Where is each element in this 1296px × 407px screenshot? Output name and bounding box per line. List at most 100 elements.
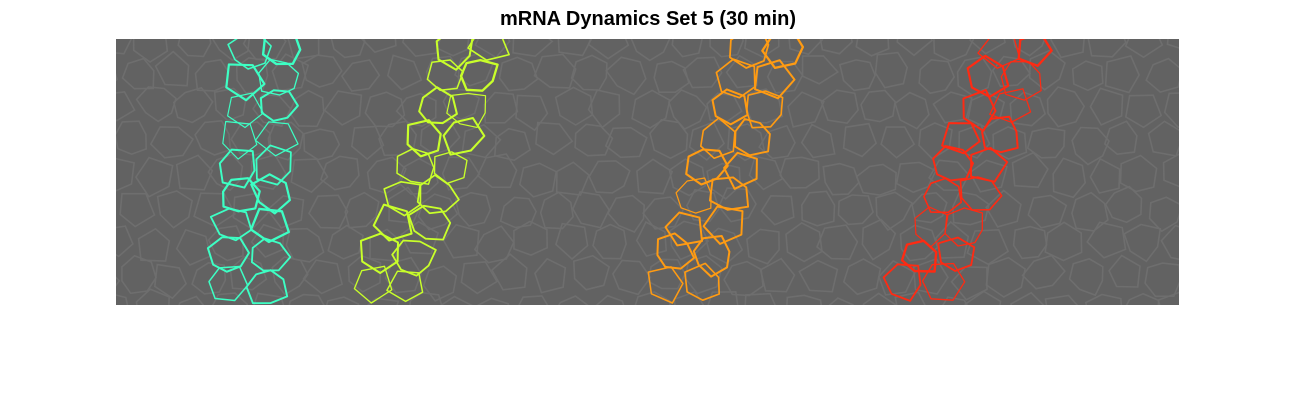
highlighted-cell [435,39,474,71]
background-cell [235,57,269,94]
highlighted-cell [396,147,435,185]
background-cell [635,221,668,258]
red-cell-stripe [882,39,1053,302]
background-cell [137,227,171,262]
background-cell [1052,157,1087,199]
highlighted-cell [255,144,292,186]
background-cell [748,155,784,191]
background-cell [816,224,859,260]
background-cell [441,156,481,191]
background-cell [476,297,510,305]
background-cell [156,190,193,229]
background-cell [177,39,212,58]
highlighted-cell [937,236,976,272]
background-cell [191,261,227,295]
background-cell [956,56,993,97]
background-cell [476,153,518,189]
background-cell [671,39,703,58]
background-cell [1044,294,1079,305]
background-cell [574,123,614,157]
background-cell [587,89,621,129]
background-cell [330,39,366,59]
background-cell [588,160,631,194]
background-cell [985,256,1026,298]
background-cell [399,220,440,255]
background-cell [1160,224,1179,261]
background-cell [1104,185,1143,224]
background-cell [788,39,824,56]
highlighted-cell [359,232,399,274]
background-cell [717,187,757,223]
highlighted-cell [446,92,487,128]
background-cell [515,94,549,132]
background-cell [941,296,968,305]
background-cell [709,39,744,58]
background-cell [360,39,397,54]
background-cell [1162,153,1179,188]
background-cell [895,161,937,194]
background-cell [1108,254,1141,288]
background-cell [388,186,423,224]
background-cell [607,194,646,233]
background-cell [861,218,897,261]
background-cell [554,86,594,126]
background-cell [116,276,121,287]
background-cell [668,158,707,197]
background-cell [1087,39,1127,58]
background-cell [760,194,795,226]
highlighted-cell [989,88,1032,123]
background-cell [875,191,914,232]
background-cell [232,192,270,231]
highlighted-cell [406,119,442,158]
background-cell [1148,196,1179,233]
background-cell [1147,120,1179,157]
background-cell [704,227,744,265]
highlighted-cell [966,54,1010,98]
background-cell [323,90,363,126]
highlighted-cell [459,58,499,92]
background-cell [116,91,136,122]
highlighted-cell [227,39,272,70]
background-cell [800,190,836,227]
background-cell [116,120,148,156]
highlighted-cell [261,39,302,66]
background-cell [912,257,949,295]
background-cell [555,161,590,196]
orange-cell-stripe [647,39,805,304]
background-cell [1009,291,1045,305]
background-cell [512,39,554,58]
background-cell [302,259,344,295]
background-cell [533,53,577,89]
highlighted-cell [921,262,966,301]
background-cell [1145,57,1179,93]
background-cell [417,193,459,231]
highlighted-cell [442,116,486,156]
tissue-canvas [116,39,1179,305]
highlighted-cell [684,262,721,302]
background-cell [1089,87,1124,126]
background-cell [1046,86,1086,128]
background-cell [490,253,528,291]
background-cell [819,39,853,55]
background-cell [285,227,325,263]
background-cell [855,39,890,57]
background-cell [855,163,897,196]
cyan-cell-stripe [206,39,302,305]
highlighted-cell [254,121,299,157]
highlighted-cell [250,173,291,215]
highlighted-cell [418,86,458,125]
background-cell [688,120,726,162]
background-cell [592,223,627,260]
background-cell [1009,91,1047,127]
background-cell [1163,92,1179,129]
background-cell [253,292,285,305]
highlighted-cell [959,176,1003,211]
background-cell [1124,94,1163,129]
background-cell [634,291,671,305]
background-cell [837,194,874,226]
background-cell [301,54,343,88]
background-cell [820,89,859,125]
background-cell [327,224,365,260]
background-cell [1068,257,1104,297]
background-cell [642,196,685,230]
